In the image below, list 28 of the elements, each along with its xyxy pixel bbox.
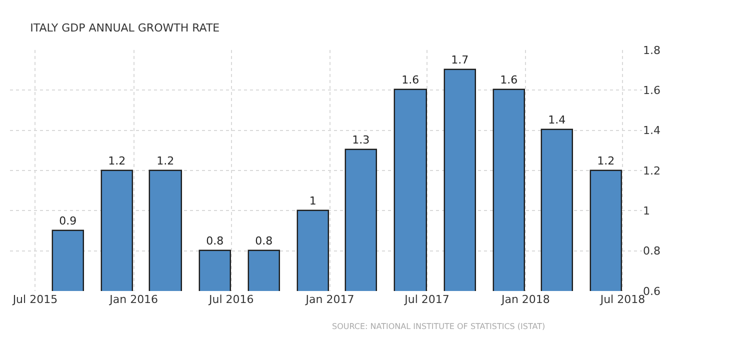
- source-note: SOURCE: NATIONAL INSTITUTE OF STATISTICS (ISTAT): [332, 322, 546, 331]
- data-label: 1.6: [500, 73, 518, 86]
- y-tick-label: 1.4: [643, 124, 660, 138]
- data-label: 0.8: [255, 234, 273, 248]
- data-label: 0.9: [59, 214, 77, 228]
- data-label: 1: [309, 194, 316, 208]
- x-tick-label: Jan 2017: [304, 293, 354, 306]
- x-tick-label: Jan 2016: [108, 293, 158, 306]
- y-tick-label: 1.6: [643, 84, 660, 98]
- x-tick-label: Jan 2018: [500, 293, 550, 306]
- y-tick-label: 0.6: [643, 284, 660, 298]
- y-tick-label: 1.8: [643, 44, 660, 57]
- data-label: 0.8: [206, 234, 224, 248]
- data-label: 1.3: [352, 133, 370, 146]
- x-tick-label: Jul 2018: [599, 293, 646, 306]
- data-label: 1.2: [156, 154, 174, 168]
- data-label: 1.2: [108, 154, 126, 168]
- data-label: 1.7: [451, 53, 469, 66]
- data-label: 1.2: [597, 154, 615, 168]
- x-tick-label: Jul 2016: [208, 293, 254, 306]
- y-tick-label: 1: [643, 204, 650, 218]
- data-label: 1.4: [548, 113, 566, 126]
- y-tick-label: 0.8: [643, 244, 660, 258]
- x-tick-label: Jul 2015: [12, 293, 58, 306]
- y-tick-label: 1.2: [643, 164, 660, 178]
- chart-title: ITALY GDP ANNUAL GROWTH RATE: [30, 22, 220, 35]
- data-label: 1.6: [402, 73, 420, 86]
- x-tick-label: Jul 2017: [404, 293, 450, 306]
